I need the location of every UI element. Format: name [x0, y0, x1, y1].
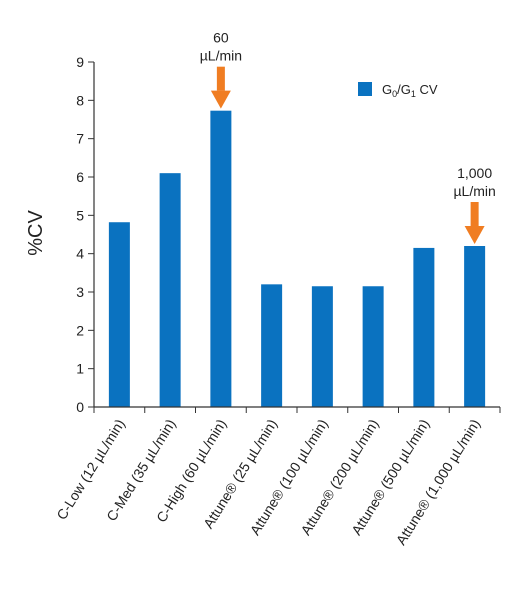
- annotation-arrow-head: [464, 226, 485, 244]
- y-tick-label: 8: [76, 92, 84, 108]
- y-tick-label: 4: [76, 246, 84, 262]
- legend-swatch: [358, 82, 372, 96]
- annotation-label-line2: µL/min: [200, 48, 242, 64]
- y-tick-label: 2: [76, 322, 84, 338]
- y-tick-label: 0: [76, 399, 84, 415]
- annotation-arrow-head: [210, 90, 231, 109]
- annotation-label-line1: 1,000: [457, 165, 492, 181]
- bar: [159, 173, 181, 407]
- y-tick-label: 7: [76, 131, 84, 147]
- bar: [311, 286, 333, 407]
- legend: G0/G1 CV: [358, 82, 438, 99]
- bar: [362, 286, 384, 407]
- annotation-label-line2: µL/min: [453, 183, 495, 199]
- annotation-arrow-shaft: [470, 202, 479, 226]
- bar: [108, 222, 130, 407]
- annotations: 60 µL/min 1,000 µL/min: [200, 30, 496, 244]
- y-tick-label: 1: [76, 361, 84, 377]
- y-axis-label: %CV: [25, 210, 47, 256]
- bar: [464, 246, 486, 407]
- bar: [210, 110, 232, 407]
- y-tick-label: 6: [76, 169, 84, 185]
- axes: [93, 62, 501, 413]
- annotation-label-line1: 60: [213, 30, 229, 46]
- legend-label: G0/G1 CV: [382, 82, 438, 99]
- bars: [108, 110, 486, 407]
- y-tick-label: 3: [76, 284, 84, 300]
- annotation-arrow-shaft: [216, 66, 225, 91]
- bar: [261, 284, 283, 407]
- bar: [413, 247, 435, 407]
- x-tick-labels: C-Low (12 µL/min)C-Med (35 µL/min)C-High…: [53, 416, 483, 548]
- y-tick-label: 9: [76, 54, 84, 70]
- y-tick-labels: 0 1 2 3 4 5 6 7 8 9: [76, 54, 94, 415]
- y-tick-label: 5: [76, 207, 84, 223]
